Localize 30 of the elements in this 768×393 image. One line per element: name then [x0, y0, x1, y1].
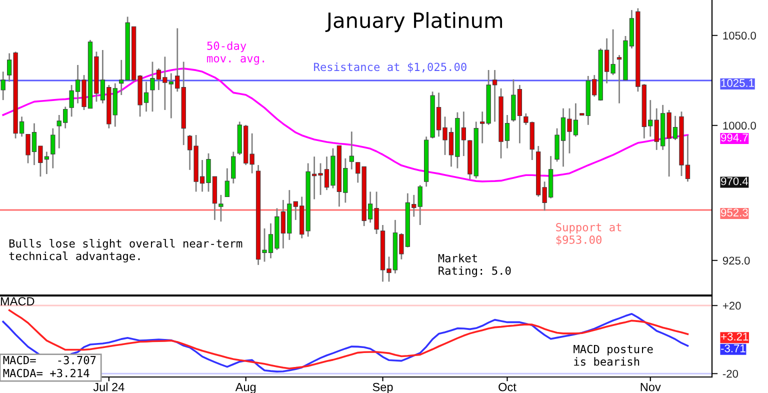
y-tick-label: 925.0: [722, 256, 750, 265]
y-tick-label: +20: [722, 302, 741, 310]
candlestick: [50, 128, 56, 169]
candlestick: [231, 151, 236, 184]
y-tick-label: -20: [722, 370, 738, 378]
annotation: MACD= -3.707: [3, 356, 96, 364]
ref-line-label: Resistance at $1,025.00: [314, 62, 466, 73]
candlestick: [349, 130, 354, 170]
annotation: MACDA= +3.214: [3, 368, 90, 378]
chart-title: MACD: [0, 297, 34, 306]
y-tick-label: 1000.0: [723, 122, 756, 130]
x-tick-label: Oct: [498, 382, 516, 392]
x-tick-label: Nov: [640, 382, 661, 392]
annotation: Market Rating: 5.0: [438, 254, 511, 278]
text: -3.71: [721, 344, 746, 352]
x-tick-label: Jul 24: [93, 382, 124, 392]
text: 1025.1: [721, 79, 754, 87]
annotation: Bulls lose slight overall near-term technical advantage.: [9, 238, 242, 262]
annotation: MACD posture is bearish: [574, 344, 653, 366]
text: 994.7: [721, 134, 748, 142]
candlestick: [224, 168, 230, 198]
series-label: 50-day mov. avg.: [207, 41, 264, 65]
candlestick: [0, 70, 6, 101]
ref-line-label: Support at $953.00: [556, 222, 622, 246]
candlestick: [218, 194, 224, 222]
text: January Platinum: [325, 12, 502, 32]
y-tick-label: 1050.0: [723, 32, 756, 40]
text: 970.4: [721, 177, 748, 186]
text: +3.21: [721, 332, 748, 341]
text: 952.3: [721, 208, 748, 216]
